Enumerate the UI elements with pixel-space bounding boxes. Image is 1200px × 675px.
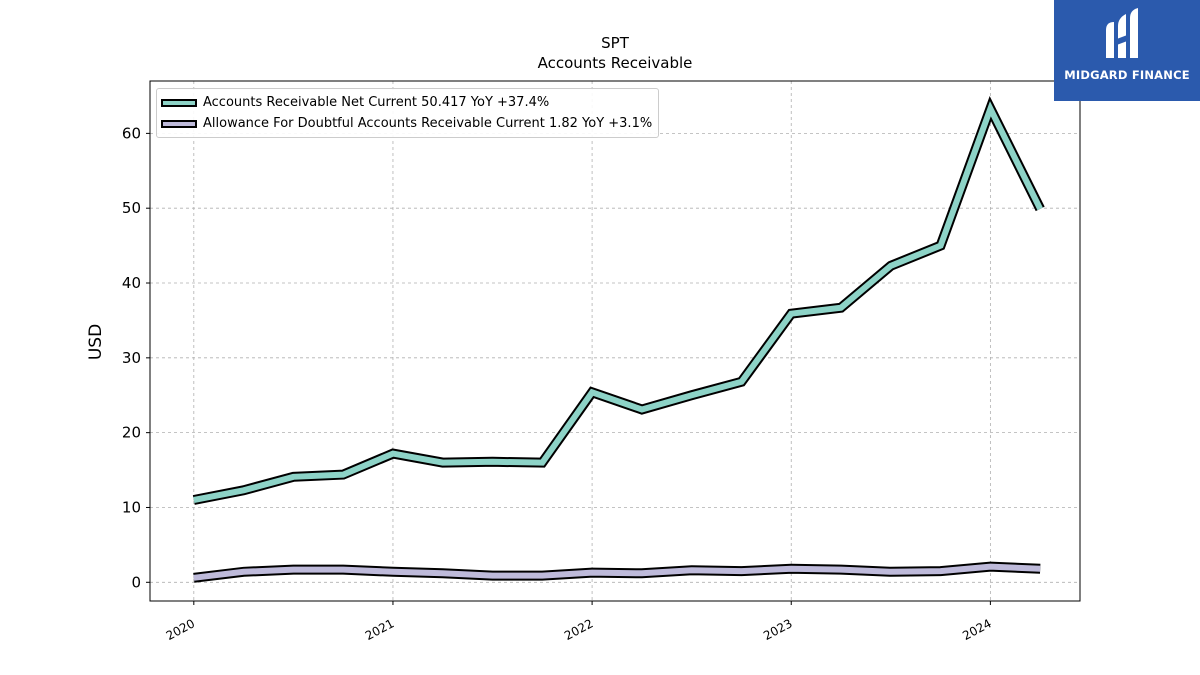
legend-item-net-current: Accounts Receivable Net Current 50.417 Y… (161, 92, 652, 113)
y-tick-label: 10 (122, 498, 141, 516)
y-tick-label: 20 (122, 424, 141, 442)
x-tick-label: 2022 (562, 616, 596, 643)
brand-logo-text: MIDGARD FINANCE (1064, 68, 1190, 82)
series-line-allowance (193, 563, 1041, 581)
series-line-net-current-outline (192, 96, 1045, 505)
legend: Accounts Receivable Net Current 50.417 Y… (156, 88, 660, 138)
series-lines (192, 96, 1045, 583)
x-tick-label: 2021 (363, 616, 397, 643)
chart-subtitle: Accounts Receivable (538, 54, 693, 72)
axis-ticks: 0 10 20 30 40 50 60 2020 2021 2022 2023 2024 (122, 124, 994, 643)
brand-logo: MIDGARD FINANCE (1054, 0, 1200, 101)
legend-swatch-net-current (161, 98, 197, 107)
legend-label-allowance: Allowance For Doubtful Accounts Receivab… (203, 116, 653, 131)
series-line-net-current (193, 101, 1043, 503)
plot-frame (149, 80, 1081, 602)
legend-item-allowance: Allowance For Doubtful Accounts Receivab… (161, 113, 652, 134)
y-tick-label: 60 (122, 124, 141, 142)
chart-title: SPT (601, 34, 630, 52)
y-tick-label: 0 (131, 573, 141, 591)
x-tick-label: 2023 (761, 616, 795, 643)
x-tick-label: 2024 (960, 616, 994, 643)
legend-swatch-allowance (161, 119, 197, 128)
x-tick-label: 2020 (164, 616, 198, 643)
y-axis-label: USD (86, 324, 106, 360)
y-tick-label: 40 (122, 274, 141, 292)
y-tick-label: 30 (122, 349, 141, 367)
grid (150, 81, 1080, 601)
y-tick-label: 50 (122, 199, 141, 217)
brand-mark-icon (1106, 8, 1138, 58)
legend-label-net-current: Accounts Receivable Net Current 50.417 Y… (203, 95, 550, 110)
